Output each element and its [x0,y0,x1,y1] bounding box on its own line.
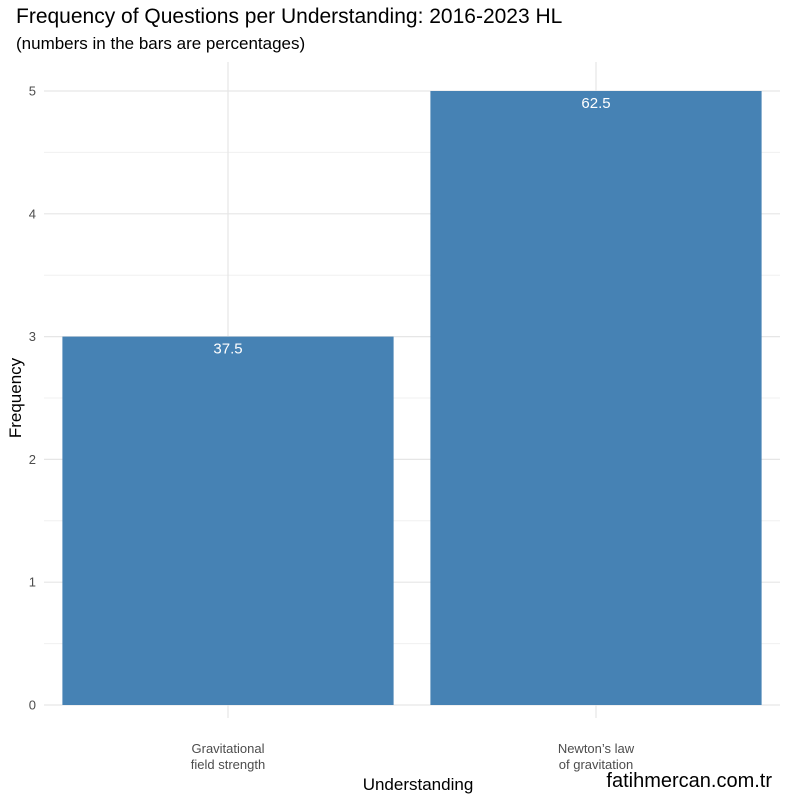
y-tick-label: 4 [29,206,36,221]
bar [62,336,394,705]
chart-subtitle: (numbers in the bars are percentages) [16,34,306,53]
x-tick-label: of gravitation [559,757,633,772]
y-axis-title: Frequency [6,357,25,438]
watermark: fatihmercan.com.tr [606,770,772,792]
bar [430,91,762,705]
x-tick-label: field strength [191,757,265,772]
x-tick-label: Gravitational [192,741,265,756]
y-tick-label: 5 [29,84,36,99]
bar-value-label: 62.5 [581,95,610,112]
x-axis-title: Understanding [363,775,474,794]
y-tick-label: 0 [29,698,36,713]
x-tick-label: Newton’s law [558,741,635,756]
chart-title: Frequency of Questions per Understanding… [16,5,563,28]
bars [62,91,762,705]
y-tick-label: 1 [29,575,36,590]
y-tick-label: 2 [29,452,36,467]
bar-value-label: 37.5 [213,341,242,358]
y-tick-label: 3 [29,329,36,344]
